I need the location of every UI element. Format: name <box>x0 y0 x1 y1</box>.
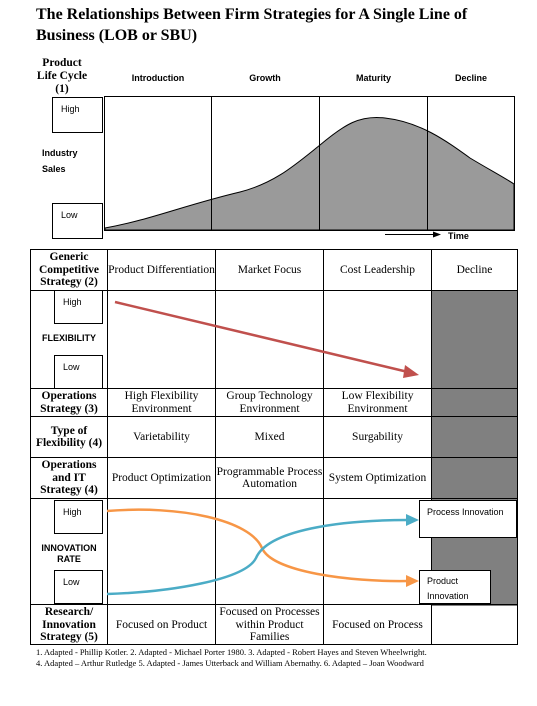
footnote-2: 4. Adapted – Arthur Rutledge 5. Adapted … <box>36 658 424 668</box>
research-focused-processes-families: Focused on Processes within Product Fami… <box>219 606 320 644</box>
process-innovation-box: Process Innovation <box>419 500 517 538</box>
flexibility-label: FLEXIBILITY <box>42 333 96 343</box>
operations-strategy-label: Operations Strategy (3) <box>40 390 98 415</box>
type-surgability: Surgability <box>352 430 403 443</box>
process-innovation-arrowhead <box>406 514 419 526</box>
research-focused-product: Focused on Product <box>115 618 208 631</box>
product-innovation-box: Product Innovation <box>419 570 491 604</box>
process-innovation-curve <box>106 518 409 596</box>
ops-it-system-optimization: System Optimization <box>328 471 427 484</box>
generic-strategy-label: Generic Competitive Strategy (2) <box>38 251 100 289</box>
research-focused-process: Focused on Process <box>332 618 423 631</box>
innovation-rate-label: INNOVATION RATE <box>41 543 97 564</box>
footnote-1: 1. Adapted - Phillip Kotler. 2. Adapted … <box>36 647 427 657</box>
industry-sales-label: Industry Sales <box>42 148 78 174</box>
generic-strategy-decline: Decline <box>456 263 493 276</box>
time-label: Time <box>448 231 469 241</box>
innovation-low-box: Low <box>54 570 103 604</box>
ops-it-label: Operations and IT Strategy (4) <box>40 459 98 497</box>
product-innovation-arrowhead <box>406 575 419 587</box>
ops-it-programmable-automation: Programmable Process Automation <box>216 465 323 491</box>
decline-fill <box>431 290 517 606</box>
sales-curve <box>104 116 515 231</box>
flexibility-arrowhead <box>403 365 419 378</box>
type-mixed: Mixed <box>254 430 285 443</box>
generic-strategy-market-focus: Market Focus <box>237 263 302 276</box>
stage-growth: Growth <box>249 73 281 83</box>
research-strategy-label: Research/ Innovation Strategy (5) <box>40 606 98 644</box>
stage-decline: Decline <box>454 73 487 83</box>
ops-it-product-optimization: Product Optimization <box>111 471 212 484</box>
type-varietability: Varietability <box>133 430 190 443</box>
generic-strategy-product-differentiation: Product Differentiation <box>108 263 215 276</box>
plc-label: Product Life Cycle (1) <box>36 57 88 95</box>
generic-strategy-cost-leadership: Cost Leadership <box>339 263 416 276</box>
flexibility-arrow <box>114 300 409 374</box>
ops-low-flexibility: Low Flexibility Environment <box>341 390 414 415</box>
plc-low-box: Low <box>52 203 103 239</box>
time-arrowhead <box>433 231 441 238</box>
ops-high-flexibility: High Flexibility Environment <box>124 390 199 415</box>
flexibility-low-box: Low <box>54 355 103 389</box>
flexibility-high-box: High <box>54 290 103 324</box>
ops-group-technology: Group Technology Environment <box>226 390 313 415</box>
grid-frame <box>30 249 518 645</box>
plc-high-box: High <box>52 97 103 133</box>
stage-introduction: Introduction <box>131 73 185 83</box>
type-flexibility-label: Type of Flexibility (4) <box>35 424 103 450</box>
page-title: The Relationships Between Firm Strategie… <box>36 6 468 44</box>
innovation-high-box: High <box>54 500 103 534</box>
stage-maturity: Maturity <box>355 73 391 83</box>
